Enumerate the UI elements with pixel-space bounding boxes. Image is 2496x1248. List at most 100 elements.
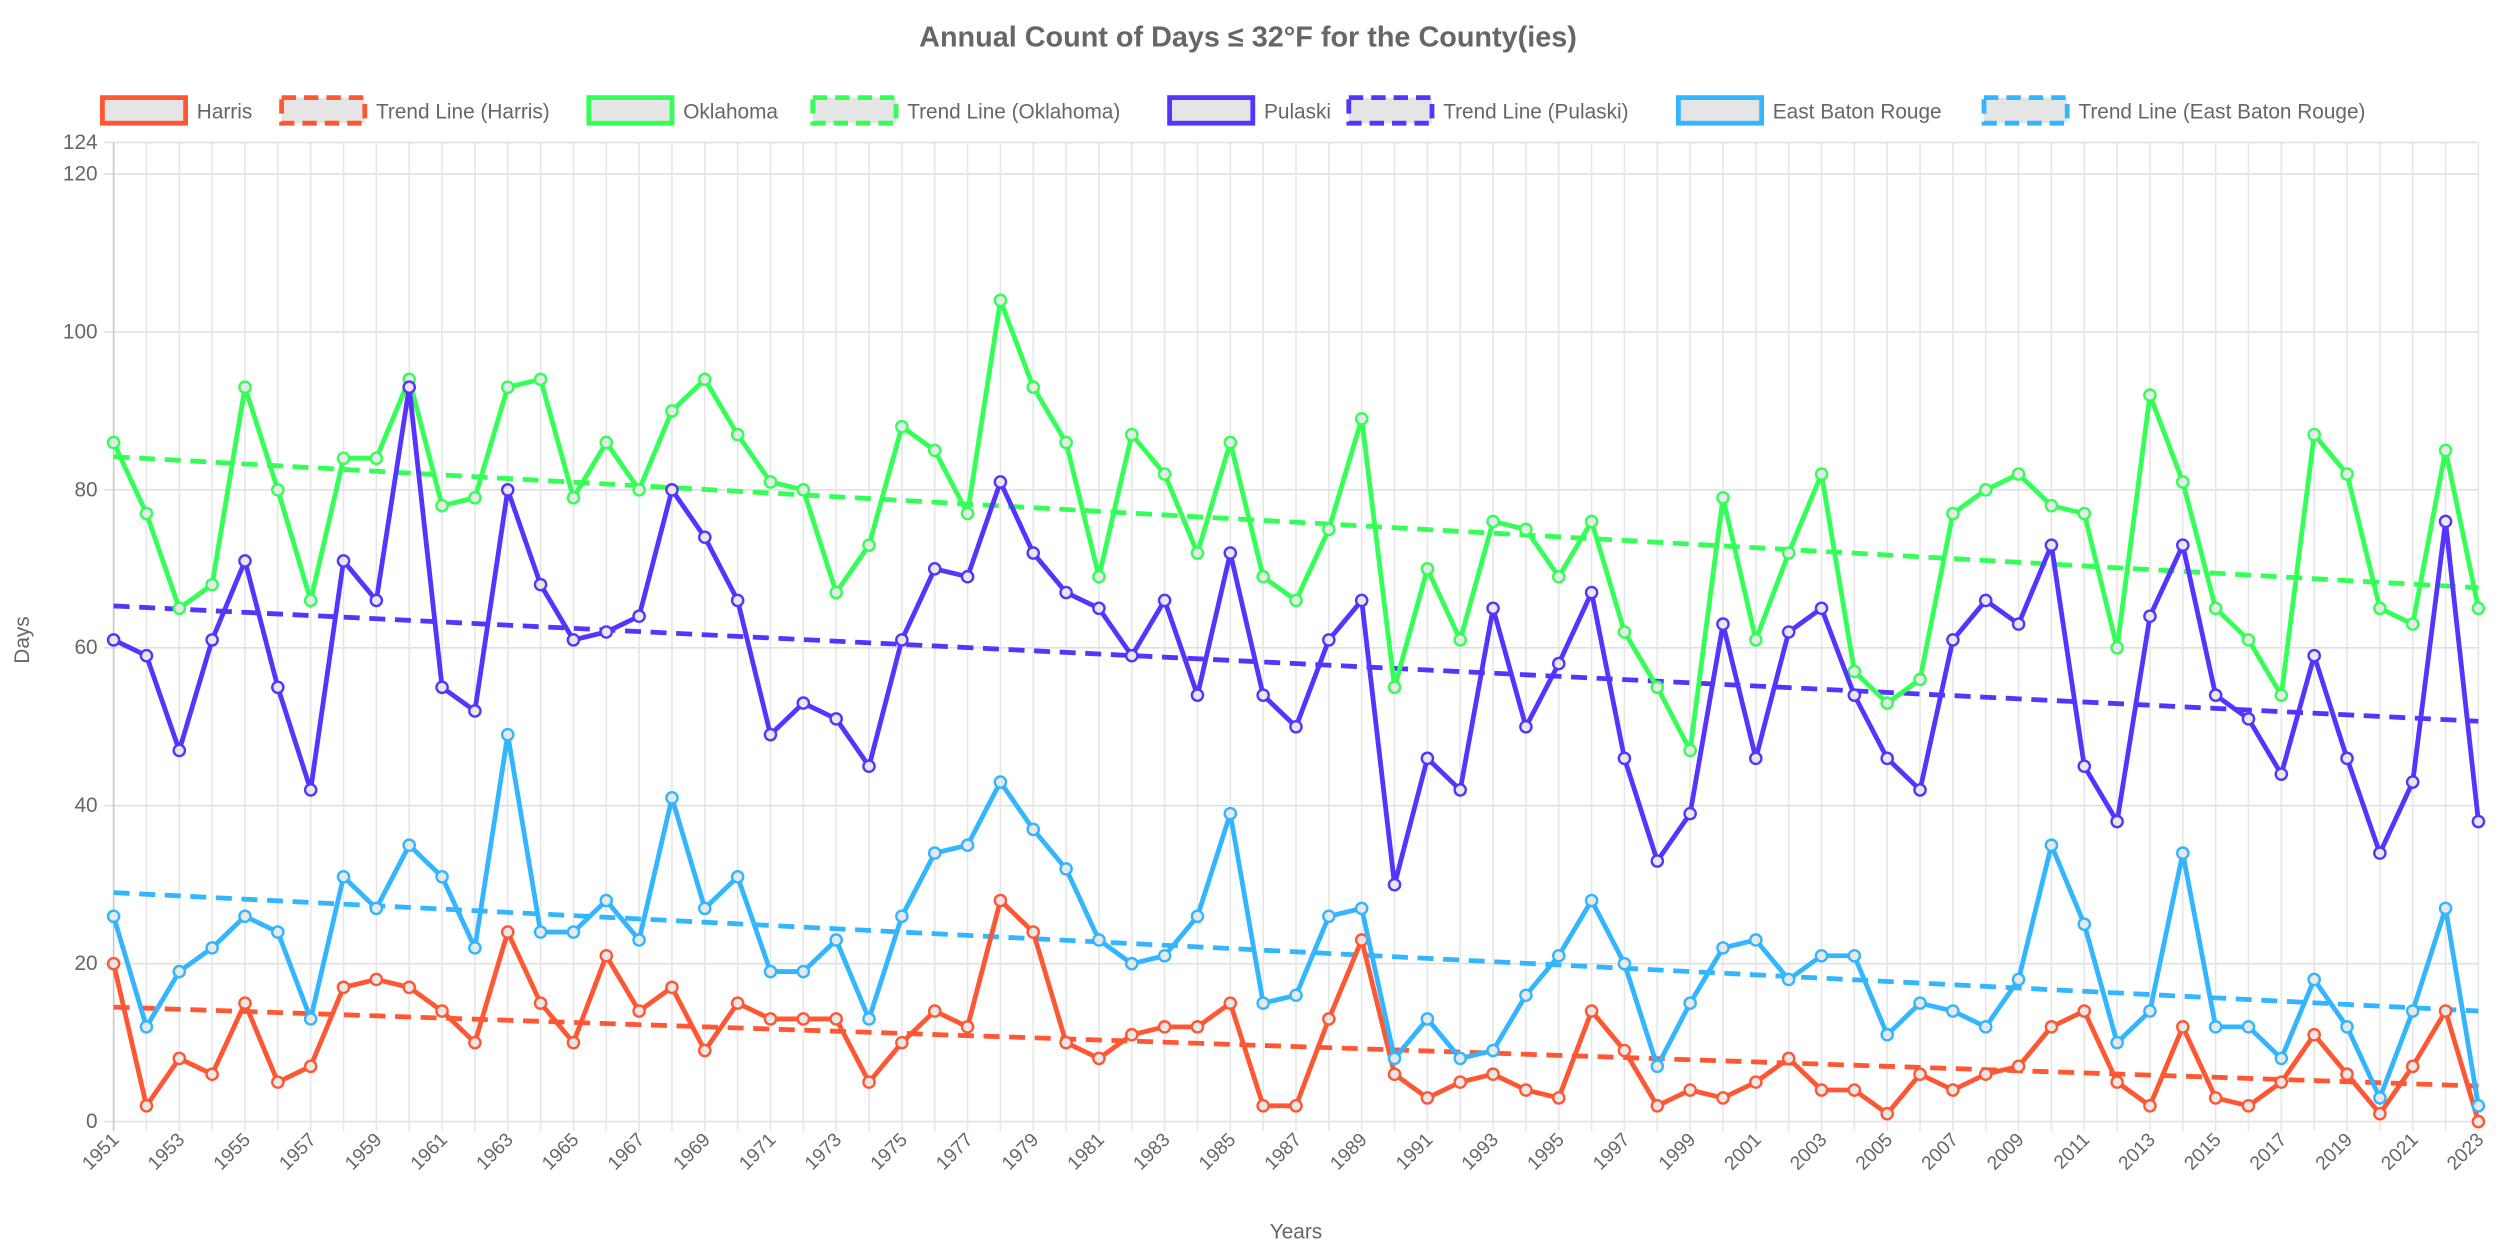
data-point-east-baton-rouge[interactable] bbox=[1420, 1012, 1435, 1026]
data-point-oklahoma[interactable] bbox=[2208, 601, 2223, 616]
data-point-east-baton-rouge[interactable] bbox=[2307, 972, 2321, 987]
data-point-harris[interactable] bbox=[106, 956, 121, 971]
data-point-pulaski[interactable] bbox=[303, 783, 318, 797]
data-point-harris[interactable] bbox=[1716, 1091, 1730, 1105]
data-point-east-baton-rouge[interactable] bbox=[2471, 1099, 2486, 1113]
data-point-pulaski[interactable] bbox=[468, 704, 482, 718]
data-point-pulaski[interactable] bbox=[1913, 783, 1927, 797]
data-point-pulaski[interactable] bbox=[2143, 609, 2157, 624]
data-point-oklahoma[interactable] bbox=[1551, 569, 1566, 584]
data-point-pulaski[interactable] bbox=[993, 475, 1008, 489]
data-point-oklahoma[interactable] bbox=[1683, 743, 1697, 758]
data-point-east-baton-rouge[interactable] bbox=[1124, 956, 1139, 971]
data-point-oklahoma[interactable] bbox=[1420, 562, 1435, 576]
data-point-pulaski[interactable] bbox=[2176, 538, 2190, 552]
data-point-harris[interactable] bbox=[1289, 1099, 1303, 1113]
data-point-oklahoma[interactable] bbox=[1387, 680, 1402, 695]
data-point-oklahoma[interactable] bbox=[369, 451, 384, 466]
data-point-pulaski[interactable] bbox=[172, 743, 187, 758]
data-point-oklahoma[interactable] bbox=[1946, 506, 1960, 521]
data-point-pulaski[interactable] bbox=[1354, 593, 1369, 608]
data-point-harris[interactable] bbox=[2208, 1091, 2223, 1105]
data-point-harris[interactable] bbox=[1584, 1004, 1599, 1018]
data-point-oklahoma[interactable] bbox=[2176, 475, 2190, 489]
data-point-east-baton-rouge[interactable] bbox=[1913, 996, 1927, 1010]
data-point-east-baton-rouge[interactable] bbox=[1354, 901, 1369, 916]
data-point-harris[interactable] bbox=[1617, 1043, 1632, 1058]
data-point-pulaski[interactable] bbox=[796, 696, 811, 710]
data-point-east-baton-rouge[interactable] bbox=[1453, 1051, 1468, 1066]
data-point-oklahoma[interactable] bbox=[796, 483, 811, 497]
data-point-harris[interactable] bbox=[500, 925, 515, 939]
data-point-oklahoma[interactable] bbox=[960, 506, 975, 521]
data-point-pulaski[interactable] bbox=[139, 648, 154, 663]
data-point-pulaski[interactable] bbox=[2340, 751, 2354, 766]
data-point-east-baton-rouge[interactable] bbox=[336, 870, 351, 884]
data-point-harris[interactable] bbox=[402, 980, 417, 995]
data-point-east-baton-rouge[interactable] bbox=[1880, 1027, 1894, 1042]
data-point-oklahoma[interactable] bbox=[599, 435, 614, 450]
data-point-harris[interactable] bbox=[303, 1059, 318, 1074]
data-point-pulaski[interactable] bbox=[435, 680, 449, 695]
data-point-east-baton-rouge[interactable] bbox=[796, 964, 811, 979]
data-point-east-baton-rouge[interactable] bbox=[172, 964, 187, 979]
data-point-pulaski[interactable] bbox=[1551, 656, 1566, 671]
data-point-oklahoma[interactable] bbox=[2438, 443, 2453, 458]
data-point-oklahoma[interactable] bbox=[1026, 380, 1041, 395]
data-point-harris[interactable] bbox=[435, 1004, 449, 1018]
data-point-oklahoma[interactable] bbox=[336, 451, 351, 466]
data-point-oklahoma[interactable] bbox=[139, 506, 154, 521]
data-point-harris[interactable] bbox=[1519, 1083, 1533, 1097]
data-point-oklahoma[interactable] bbox=[1223, 435, 1238, 450]
data-point-east-baton-rouge[interactable] bbox=[2340, 1020, 2354, 1034]
data-point-harris[interactable] bbox=[1190, 1020, 1205, 1034]
data-point-pulaski[interactable] bbox=[1059, 585, 1073, 600]
data-point-oklahoma[interactable] bbox=[1289, 593, 1303, 608]
data-point-oklahoma[interactable] bbox=[238, 380, 252, 395]
data-point-oklahoma[interactable] bbox=[1059, 435, 1073, 450]
data-point-pulaski[interactable] bbox=[829, 712, 843, 726]
data-point-pulaski[interactable] bbox=[632, 609, 646, 624]
data-point-oklahoma[interactable] bbox=[1650, 680, 1665, 695]
data-point-harris[interactable] bbox=[2471, 1114, 2486, 1129]
data-point-oklahoma[interactable] bbox=[730, 427, 745, 442]
data-point-oklahoma[interactable] bbox=[1749, 633, 1763, 647]
data-point-east-baton-rouge[interactable] bbox=[566, 925, 581, 939]
data-point-harris[interactable] bbox=[730, 996, 745, 1010]
data-point-oklahoma[interactable] bbox=[500, 380, 515, 395]
legend-item-pulaski[interactable]: Pulaski bbox=[1167, 95, 1331, 126]
data-point-harris[interactable] bbox=[796, 1012, 811, 1026]
data-point-pulaski[interactable] bbox=[763, 727, 778, 742]
data-point-oklahoma[interactable] bbox=[435, 498, 449, 513]
data-point-pulaski[interactable] bbox=[402, 380, 417, 395]
data-point-harris[interactable] bbox=[665, 980, 679, 995]
data-point-pulaski[interactable] bbox=[1387, 877, 1402, 892]
data-point-pulaski[interactable] bbox=[2471, 814, 2486, 829]
data-point-pulaski[interactable] bbox=[1223, 546, 1238, 560]
data-point-harris[interactable] bbox=[862, 1075, 876, 1089]
legend-item-east-baton-rouge[interactable]: East Baton Rouge bbox=[1676, 95, 1942, 126]
data-point-harris[interactable] bbox=[632, 1004, 646, 1018]
data-point-harris[interactable] bbox=[533, 996, 548, 1010]
data-point-east-baton-rouge[interactable] bbox=[1847, 948, 1862, 963]
data-point-harris[interactable] bbox=[271, 1075, 285, 1089]
data-point-oklahoma[interactable] bbox=[2241, 633, 2256, 647]
data-point-east-baton-rouge[interactable] bbox=[829, 933, 843, 947]
data-point-east-baton-rouge[interactable] bbox=[927, 846, 942, 860]
data-point-pulaski[interactable] bbox=[1650, 854, 1665, 868]
data-point-harris[interactable] bbox=[2340, 1067, 2354, 1082]
data-point-harris[interactable] bbox=[566, 1035, 581, 1050]
data-point-east-baton-rouge[interactable] bbox=[1026, 822, 1041, 837]
data-point-oklahoma[interactable] bbox=[2011, 467, 2026, 481]
data-point-east-baton-rouge[interactable] bbox=[1781, 972, 1796, 987]
data-point-pulaski[interactable] bbox=[205, 633, 219, 647]
data-point-pulaski[interactable] bbox=[1716, 617, 1730, 631]
data-point-harris[interactable] bbox=[1026, 925, 1041, 939]
data-point-oklahoma[interactable] bbox=[2340, 467, 2354, 481]
data-point-oklahoma[interactable] bbox=[303, 593, 318, 608]
data-point-oklahoma[interactable] bbox=[1092, 569, 1106, 584]
data-point-oklahoma[interactable] bbox=[2077, 506, 2092, 521]
data-point-pulaski[interactable] bbox=[336, 554, 351, 568]
data-point-harris[interactable] bbox=[1650, 1099, 1665, 1113]
legend-item-trend-line-pulaski[interactable]: Trend Line (Pulaski) bbox=[1346, 95, 1629, 126]
